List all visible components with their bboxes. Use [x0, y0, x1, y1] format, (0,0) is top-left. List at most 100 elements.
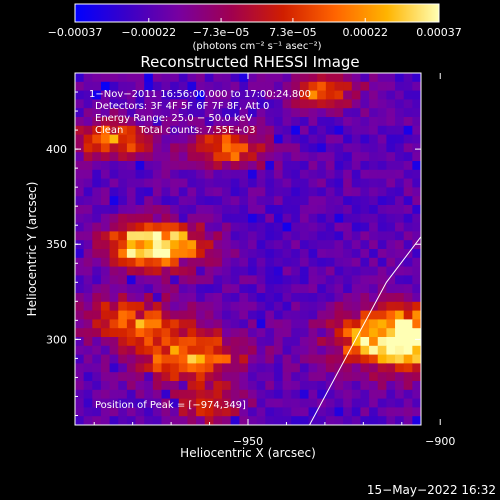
heatmap-cell: [334, 205, 344, 215]
heatmap-cell: [178, 293, 189, 303]
heatmap-cell: [308, 108, 318, 118]
heatmap-cell: [144, 310, 154, 320]
heatmap-cell: [334, 134, 344, 144]
heatmap-cell: [325, 187, 336, 197]
heatmap-cell: [196, 125, 206, 136]
heatmap-cell: [256, 284, 266, 294]
heatmap-cell: [317, 337, 327, 347]
heatmap-cell: [403, 161, 413, 171]
heatmap-cell: [256, 381, 266, 391]
heatmap-cell: [360, 398, 370, 408]
heatmap-cell: [239, 213, 249, 224]
heatmap-cell: [377, 213, 387, 224]
heatmap-cell: [213, 205, 223, 215]
heatmap-cell: [343, 301, 353, 312]
heatmap-cell: [187, 257, 197, 268]
heatmap-cell: [317, 178, 327, 188]
heatmap-cell: [196, 249, 206, 259]
heatmap-cell: [204, 143, 214, 153]
heatmap-cell: [239, 354, 249, 364]
heatmap-cell: [299, 134, 310, 144]
heatmap-cell: [144, 337, 154, 347]
heatmap-cell: [213, 143, 223, 153]
heatmap-cell: [273, 125, 284, 136]
heatmap-cell: [317, 249, 327, 259]
heatmap-cell: [109, 73, 119, 83]
heatmap-cell: [239, 125, 249, 136]
heatmap-cell: [273, 249, 284, 259]
heatmap-cell: [377, 73, 387, 83]
annotation-energy: Energy Range: 25.0 − 50.0 keV: [95, 113, 252, 124]
heatmap-cell: [126, 231, 137, 241]
heatmap-cell: [213, 337, 223, 347]
heatmap-cell: [412, 381, 421, 391]
heatmap-cell: [369, 240, 379, 250]
heatmap-cell: [360, 240, 370, 250]
heatmap-cell: [317, 398, 327, 408]
heatmap-cell: [118, 337, 128, 347]
heatmap-cell: [248, 240, 258, 250]
heatmap-cell: [265, 196, 275, 206]
heatmap-cell: [412, 169, 421, 180]
heatmap-cell: [317, 152, 327, 162]
heatmap-cell: [412, 222, 421, 232]
heatmap-cell: [248, 381, 258, 391]
heatmap-cell: [282, 381, 292, 391]
heatmap-cell: [161, 389, 171, 400]
heatmap-cell: [161, 240, 171, 250]
heatmap-cell: [213, 398, 223, 408]
heatmap-cell: [369, 381, 379, 391]
heatmap-cell: [100, 90, 111, 100]
heatmap-cell: [360, 125, 370, 136]
heatmap-cell: [239, 328, 249, 338]
heatmap-cell: [135, 134, 145, 144]
heatmap-cell: [161, 257, 171, 268]
heatmap-cell: [369, 178, 379, 188]
heatmap-cell: [75, 301, 85, 312]
heatmap-cell: [256, 152, 266, 162]
heatmap-cell: [395, 363, 405, 373]
heatmap-cell: [92, 205, 102, 215]
heatmap-cell: [395, 81, 405, 92]
heatmap-cell: [222, 284, 232, 294]
heatmap-cell: [369, 275, 379, 285]
heatmap-cell: [230, 284, 240, 294]
heatmap-cell: [386, 178, 396, 188]
heatmap-cell: [170, 319, 180, 329]
heatmap-cell: [135, 90, 145, 100]
heatmap-cell: [204, 249, 214, 259]
heatmap-cell: [343, 222, 353, 232]
heatmap-cell: [118, 310, 128, 320]
heatmap-cell: [369, 257, 379, 268]
heatmap-cell: [178, 363, 189, 373]
heatmap-cell: [92, 310, 102, 320]
heatmap-cell: [144, 108, 154, 118]
heatmap-cell: [386, 196, 396, 206]
heatmap-cell: [386, 407, 396, 417]
heatmap-cell: [317, 301, 327, 312]
heatmap-cell: [386, 169, 396, 180]
heatmap-cell: [239, 231, 249, 241]
heatmap-cell: [412, 249, 421, 259]
heatmap-cell: [360, 231, 370, 241]
heatmap-cell: [403, 381, 413, 391]
heatmap-cell: [395, 319, 405, 329]
heatmap-cell: [83, 398, 93, 408]
heatmap-cell: [75, 240, 85, 250]
heatmap-cell: [109, 319, 119, 329]
heatmap-cell: [256, 213, 266, 224]
heatmap-cell: [196, 284, 206, 294]
heatmap-cell: [100, 398, 111, 408]
heatmap-cell: [109, 90, 119, 100]
heatmap-cell: [135, 213, 145, 224]
heatmap-cell: [265, 301, 275, 312]
observation-info: 1−Nov−2011 16:56:00.000 to 17:00:24.800 …: [89, 89, 311, 411]
heatmap-cell: [100, 257, 111, 268]
heatmap-cell: [135, 99, 145, 109]
heatmap-cell: [239, 319, 249, 329]
heatmap-cell: [83, 99, 93, 109]
heatmap-cell: [412, 337, 421, 347]
heatmap-cell: [369, 231, 379, 241]
heatmap-cell: [377, 108, 387, 118]
heatmap-cell: [256, 125, 266, 136]
